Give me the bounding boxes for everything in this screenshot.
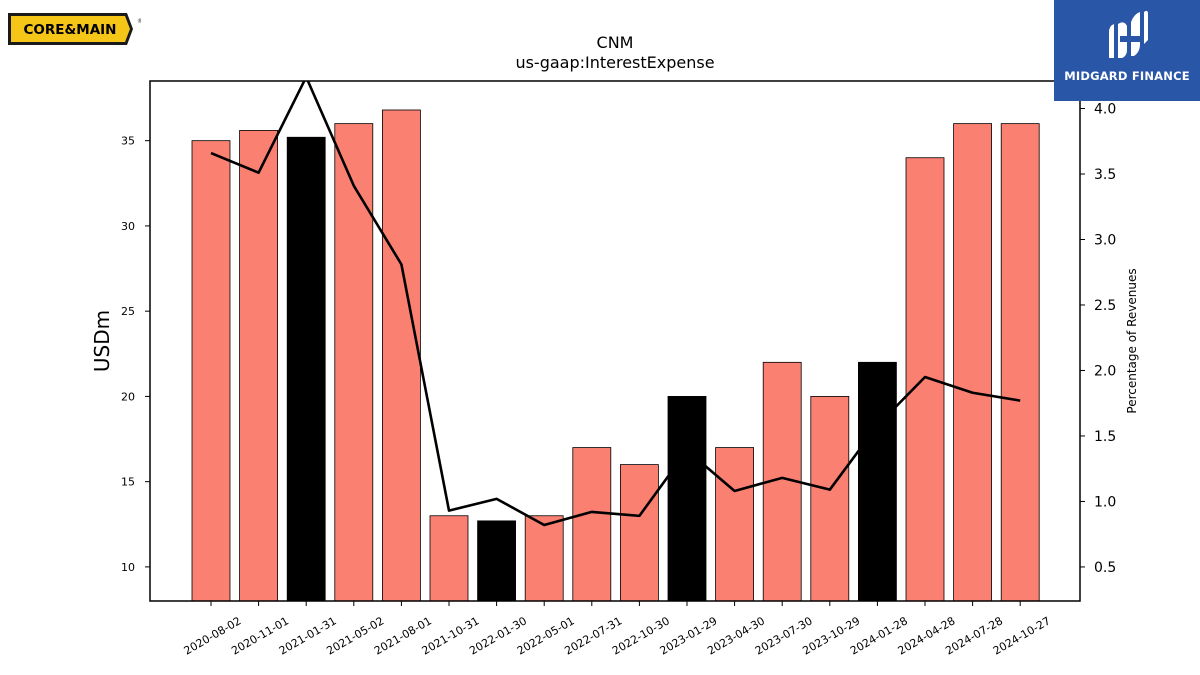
y-tick-label: 15 xyxy=(121,476,135,489)
bar xyxy=(858,361,897,602)
bar xyxy=(381,109,421,602)
y2-tick-label: 3.5 xyxy=(1094,167,1116,183)
bar xyxy=(524,515,564,602)
bar xyxy=(477,520,517,602)
core-and-main-logo-text: CORE&MAIN xyxy=(24,22,117,38)
core-and-main-logo: CORE&MAIN ® xyxy=(6,7,143,51)
y-tick-label: 30 xyxy=(121,220,135,233)
chart-subtitle: us-gaap:InterestExpense xyxy=(515,53,714,72)
bar xyxy=(572,447,612,602)
bar xyxy=(953,123,992,602)
y-tick-label: 35 xyxy=(121,135,135,148)
bar xyxy=(620,464,659,602)
midgard-logo-text: MIDGARD FINANCE xyxy=(1064,69,1190,83)
midgard-finance-logo: MIDGARD FINANCE xyxy=(1054,0,1200,101)
chart-title: CNM xyxy=(597,33,634,52)
y-axis-label: USDm xyxy=(90,310,114,372)
bar xyxy=(286,136,326,602)
bar-group xyxy=(191,109,1040,602)
bar xyxy=(1000,123,1040,602)
right-axis-ticks: 0.5 1.0 1.5 2.0 2.5 3.0 3.5 4.0 xyxy=(1080,102,1116,576)
bar xyxy=(191,140,231,602)
line-layer xyxy=(210,81,1021,527)
y2-tick-label: 0.5 xyxy=(1094,560,1116,576)
registered-mark-icon: ® xyxy=(137,18,141,25)
bar xyxy=(334,123,374,602)
core-and-main-logo-graphic: CORE&MAIN ® xyxy=(8,13,143,45)
plot-frame xyxy=(149,80,1081,602)
y2-tick-label: 2.0 xyxy=(1094,363,1116,379)
bar xyxy=(905,157,945,602)
midgard-logo-mark-icon xyxy=(1109,10,1148,58)
y-tick-label: 20 xyxy=(121,390,135,403)
x-axis-ticks: 2020-08-022020-11-012021-01-312021-05-02… xyxy=(182,601,1053,658)
y2-tick-label: 3.0 xyxy=(1094,232,1116,248)
y2-tick-label: 2.5 xyxy=(1094,298,1116,314)
bar xyxy=(239,130,279,602)
y-tick-label: 10 xyxy=(121,561,135,574)
y-tick-label: 25 xyxy=(121,305,135,318)
y2-tick-label: 1.5 xyxy=(1094,429,1116,445)
bar xyxy=(715,447,754,602)
y2-tick-label: 1.0 xyxy=(1094,494,1116,510)
y2-tick-label: 4.0 xyxy=(1094,102,1116,118)
left-axis-ticks: 10 15 20 25 30 35 xyxy=(121,135,150,574)
bar xyxy=(429,515,469,602)
bar xyxy=(667,396,707,602)
line-series xyxy=(210,81,1021,527)
bar xyxy=(810,396,850,602)
y2-axis-label: Percentage of Revenues xyxy=(1125,268,1139,413)
